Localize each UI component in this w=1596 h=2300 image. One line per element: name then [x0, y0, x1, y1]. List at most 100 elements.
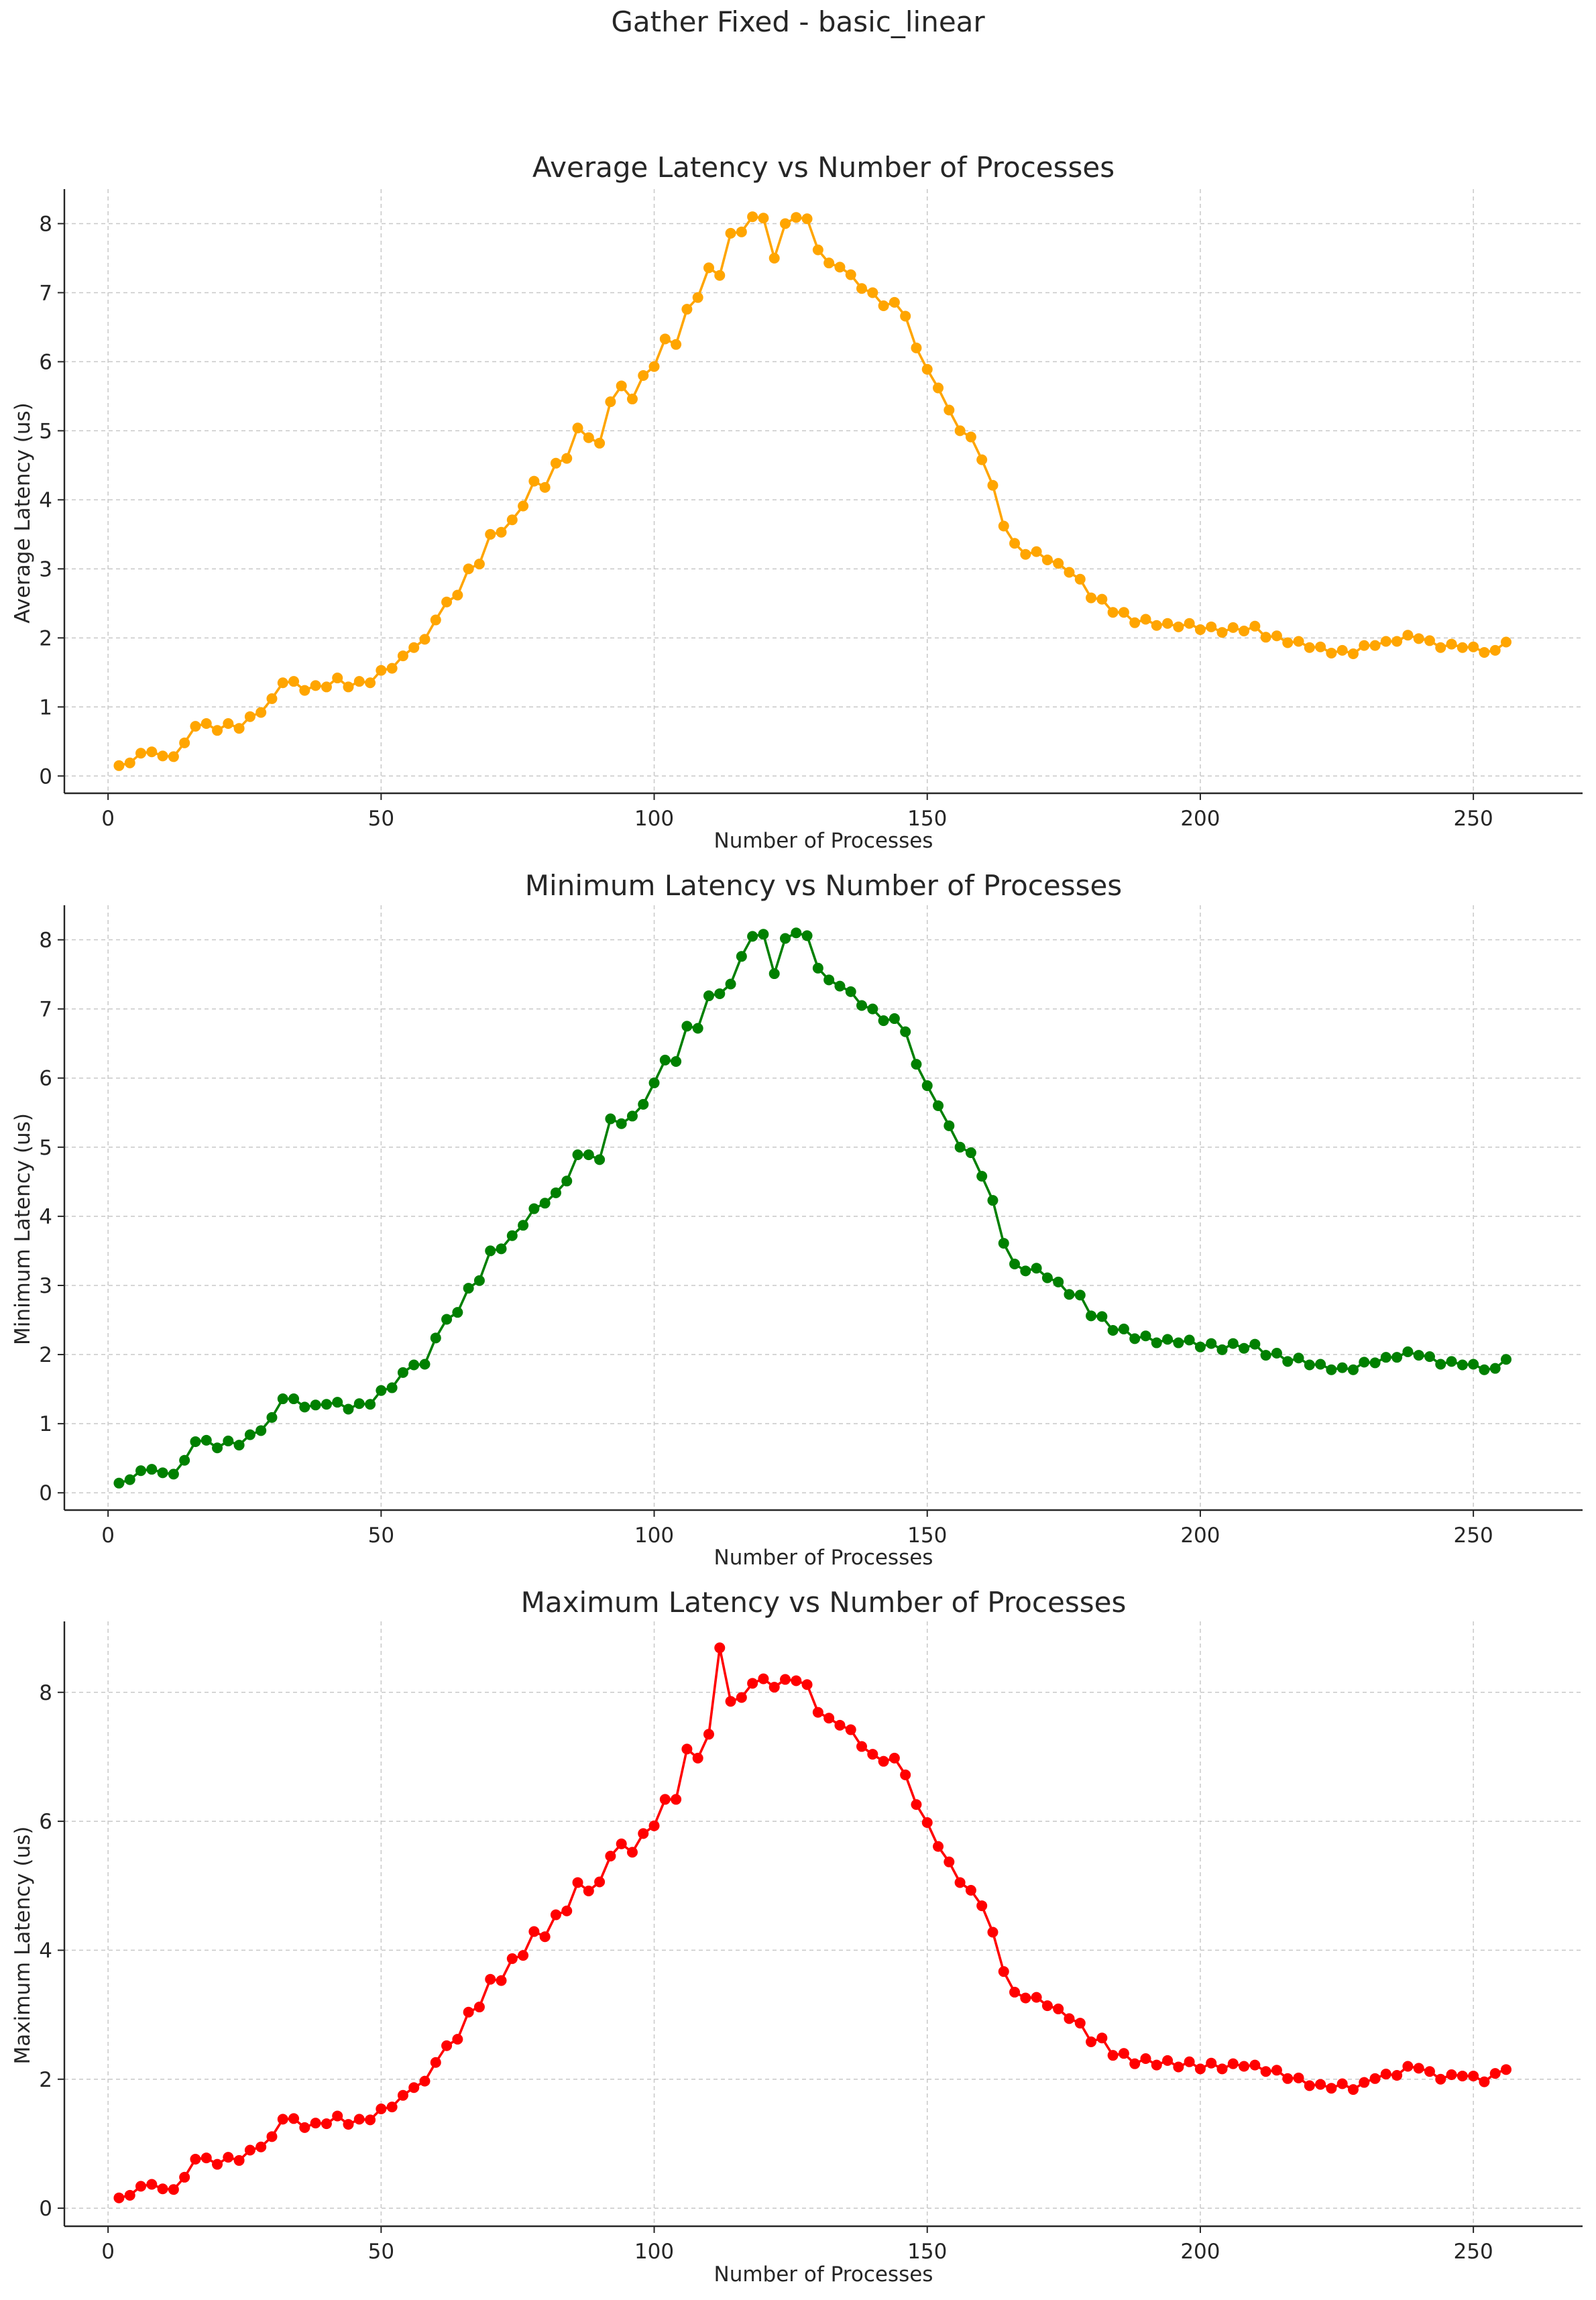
data-point	[1009, 1986, 1021, 1998]
data-point	[365, 1399, 376, 1410]
data-point	[954, 1141, 966, 1153]
data-point	[452, 589, 463, 601]
data-point	[900, 1769, 911, 1780]
data-point	[638, 1828, 649, 1839]
data-point	[212, 725, 223, 736]
data-point	[878, 300, 889, 312]
data-point	[146, 746, 158, 758]
data-point	[714, 1642, 726, 1654]
data-point	[528, 475, 540, 487]
data-point	[1239, 1342, 1250, 1354]
data-point	[1424, 1351, 1435, 1363]
x-tick-label: 100	[634, 807, 674, 831]
data-point	[987, 1927, 999, 1938]
average-latency-chart: Average Latency vs Number of Processes 0…	[11, 151, 1583, 853]
data-point	[397, 2089, 408, 2101]
data-point	[1380, 1352, 1391, 1363]
data-point	[473, 2002, 485, 2013]
data-point	[1216, 2063, 1228, 2075]
data-point	[1107, 1324, 1119, 1336]
data-point	[1468, 1359, 1479, 1370]
data-point	[1402, 2061, 1414, 2072]
data-point	[1118, 607, 1129, 618]
data-point	[376, 665, 387, 676]
data-point	[845, 269, 856, 280]
data-point	[758, 1673, 769, 1684]
data-point	[244, 2144, 255, 2156]
data-point	[681, 1021, 693, 1032]
y-tick-label: 8	[39, 1681, 52, 1705]
data-point	[1457, 2070, 1468, 2081]
data-point	[638, 370, 649, 382]
data-point	[376, 2103, 387, 2114]
y-tick-label: 2	[39, 1343, 52, 1367]
data-point	[266, 693, 278, 704]
data-point	[1074, 2018, 1086, 2029]
data-point	[518, 1950, 529, 1961]
data-point	[1326, 647, 1337, 658]
data-point	[135, 748, 147, 759]
data-point	[365, 677, 376, 689]
data-point	[223, 717, 234, 729]
data-point	[113, 1477, 125, 1489]
data-point	[1009, 1259, 1021, 1270]
data-point	[1151, 620, 1162, 631]
data-point	[550, 1909, 561, 1920]
data-point	[1446, 2069, 1457, 2081]
figure-title: Gather Fixed - basic_linear	[611, 5, 985, 38]
data-point	[965, 1884, 976, 1896]
data-point	[1347, 2084, 1359, 2095]
data-point	[692, 1752, 703, 1764]
data-point	[812, 962, 823, 974]
data-point	[583, 432, 594, 443]
data-point	[944, 1856, 955, 1867]
data-point	[791, 1675, 802, 1686]
data-point	[1500, 636, 1512, 648]
data-point	[1479, 1364, 1490, 1375]
data-point	[1336, 644, 1348, 656]
data-point	[1391, 2069, 1403, 2081]
data-point	[124, 1474, 135, 1485]
data-point	[1162, 2055, 1174, 2066]
data-point	[779, 933, 791, 944]
data-point	[419, 2075, 431, 2087]
data-point	[1053, 1276, 1064, 1287]
data-point	[376, 1385, 387, 1396]
data-point	[976, 454, 988, 465]
data-point	[1227, 2058, 1239, 2069]
data-point	[1107, 2050, 1119, 2061]
data-point	[1468, 641, 1479, 652]
data-point	[594, 437, 606, 449]
data-point	[343, 2119, 354, 2130]
data-point	[506, 1230, 518, 1241]
data-point	[703, 990, 714, 1002]
y-tick-label: 3	[39, 557, 52, 581]
data-point	[648, 1820, 660, 1831]
data-point	[1347, 1364, 1359, 1375]
data-point	[343, 1403, 354, 1415]
data-point	[506, 1953, 518, 1964]
data-point	[441, 2040, 453, 2051]
data-point	[1216, 1344, 1228, 1355]
data-point	[1391, 636, 1403, 647]
data-point	[921, 363, 933, 375]
data-point	[1380, 2069, 1391, 2080]
data-point	[1118, 2048, 1129, 2059]
data-point	[190, 721, 201, 732]
data-point	[1293, 636, 1304, 647]
data-point	[223, 2152, 234, 2163]
y-axis-label: Average Latency (us)	[11, 402, 35, 624]
x-axis-label: Number of Processes	[714, 1546, 933, 1570]
data-point	[1359, 640, 1370, 651]
data-point	[1086, 2036, 1097, 2047]
data-point	[539, 481, 551, 493]
data-point	[1402, 1346, 1414, 1357]
data-point	[1413, 633, 1424, 644]
data-point	[561, 1175, 573, 1187]
data-point	[146, 1464, 158, 1475]
data-point	[1151, 2059, 1162, 2071]
data-point	[671, 339, 682, 350]
data-point	[594, 1876, 606, 1888]
data-point	[1500, 2064, 1512, 2075]
x-tick-label: 100	[634, 2240, 674, 2264]
